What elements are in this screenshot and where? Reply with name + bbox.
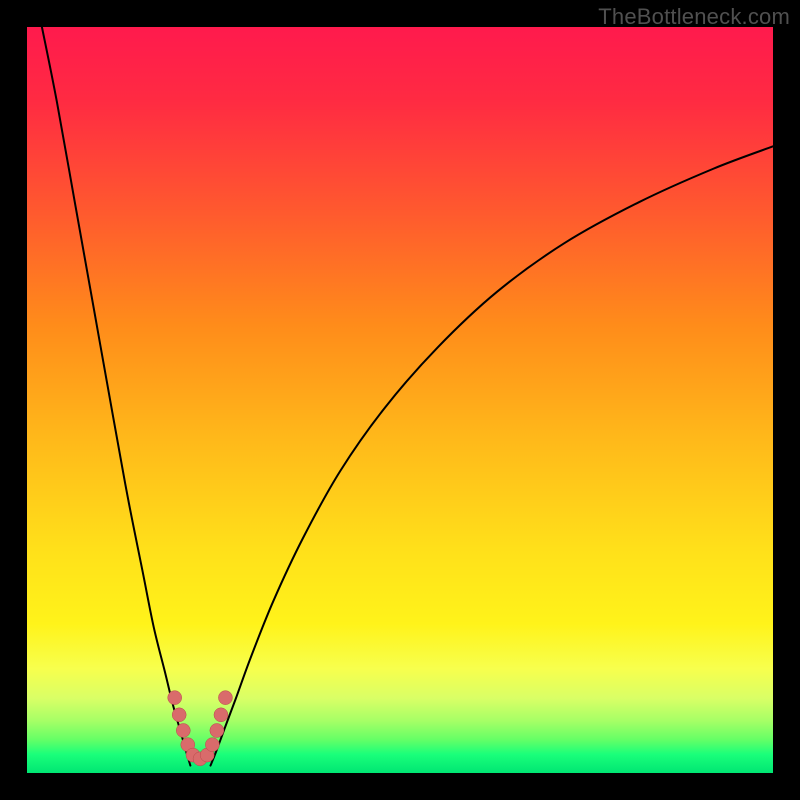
watermark-text: TheBottleneck.com — [598, 4, 790, 30]
valley-dot — [168, 691, 182, 705]
valley-dot — [218, 691, 232, 705]
valley-dot — [205, 738, 219, 752]
valley-dot — [214, 708, 228, 722]
valley-dot — [172, 708, 186, 722]
plot-background — [27, 27, 773, 773]
bottleneck-chart — [0, 0, 800, 800]
valley-dot — [210, 723, 224, 737]
valley-dot — [176, 723, 190, 737]
